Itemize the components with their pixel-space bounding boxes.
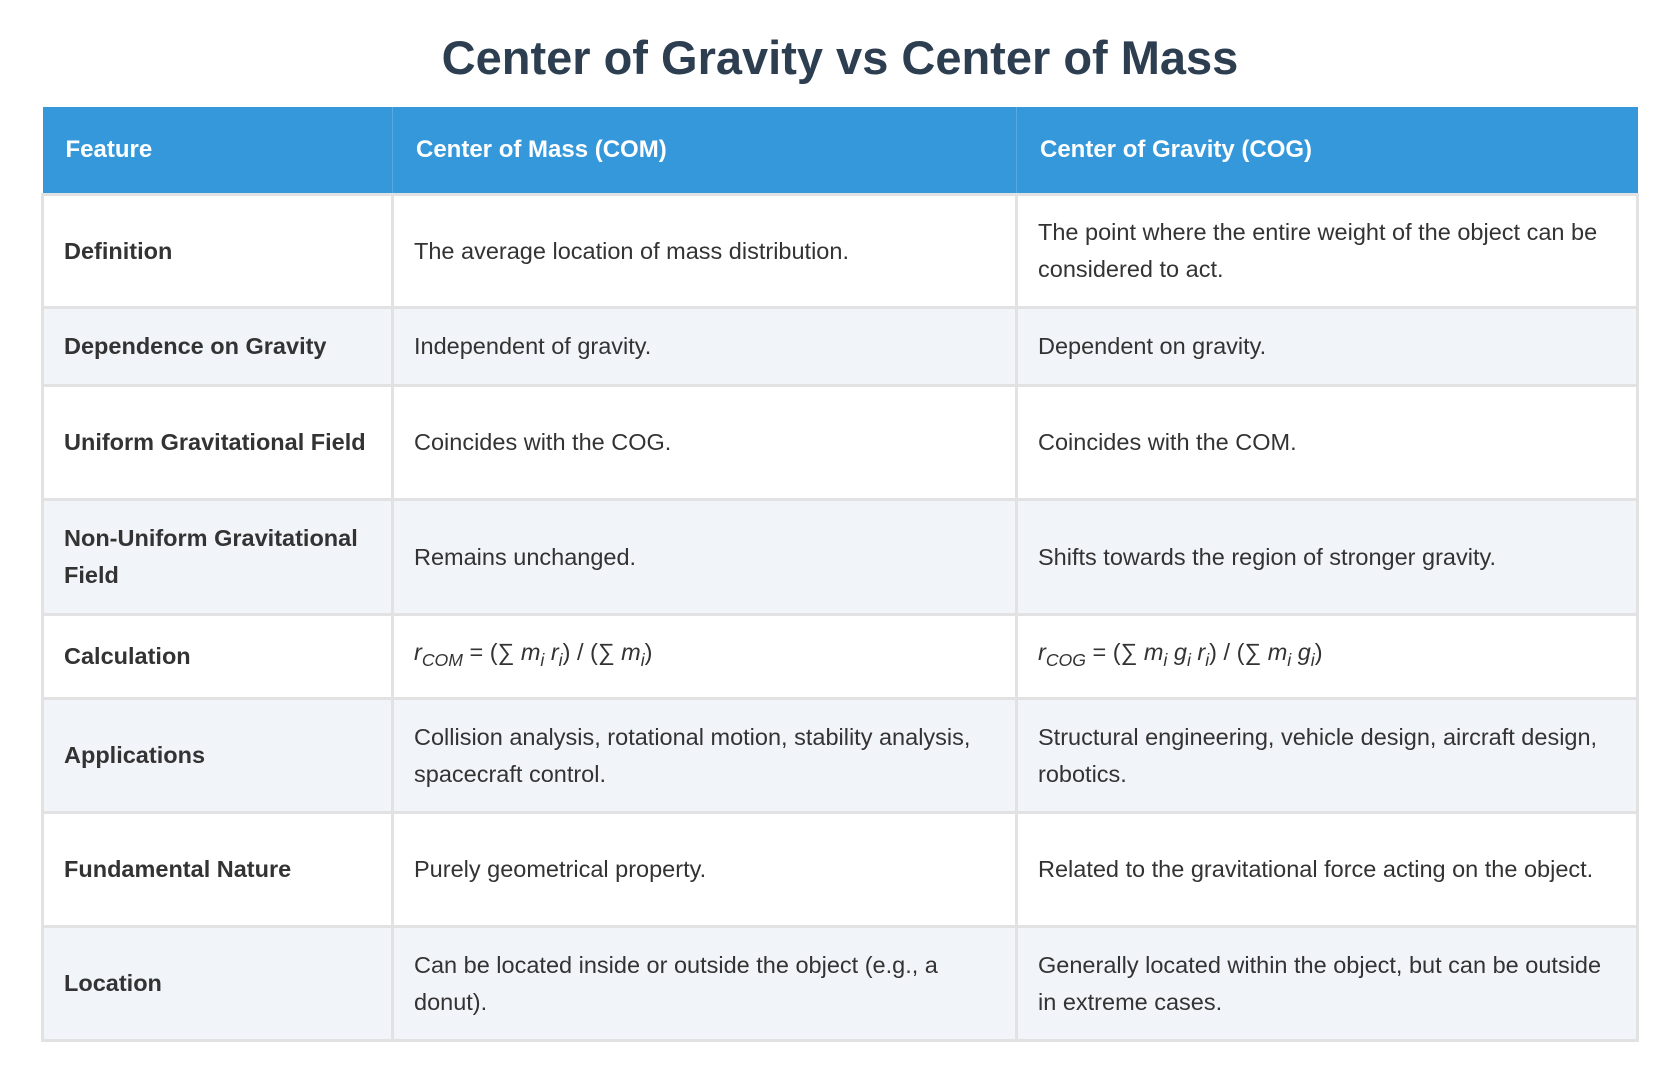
feature-cell: Applications	[41, 697, 394, 814]
page-title: Center of Gravity vs Center of Mass	[441, 31, 1239, 84]
cog-cell: Generally located within the object, but…	[1015, 925, 1639, 1042]
cog-cell: The point where the entire weight of the…	[1015, 193, 1639, 309]
table-row: Applications Collision analysis, rotation…	[41, 697, 1639, 814]
table-row: Uniform Gravitational Field Coincides wit…	[41, 384, 1639, 501]
table-header-row: Feature Center of Mass (COM) Center of G…	[42, 107, 1638, 195]
table-row: Location Can be located inside or outside…	[41, 925, 1639, 1042]
header-feature: Feature	[42, 107, 393, 195]
feature-cell: Definition	[41, 193, 394, 309]
table-row: Non-Uniform Gravitational Field Remains u…	[41, 498, 1639, 616]
cog-formula: rCOG = (∑ mi gi ri) / (∑ mi gi)	[1015, 613, 1639, 700]
com-cell: Remains unchanged.	[391, 498, 1018, 616]
table-row: Fundamental Nature Purely geometrical pro…	[41, 811, 1639, 928]
feature-cell: Calculation	[41, 613, 394, 700]
cog-cell: Structural engineering, vehicle design, …	[1015, 697, 1639, 814]
table-row: Calculation rCOM = (∑ mi ri) / (∑ mi) rC…	[41, 613, 1639, 700]
com-cell: Collision analysis, rotational motion, s…	[391, 697, 1018, 814]
table-row: Definition The average location of mass d…	[41, 193, 1639, 309]
cog-cell: Shifts towards the region of stronger gr…	[1015, 498, 1639, 616]
com-formula: rCOM = (∑ mi ri) / (∑ mi)	[391, 613, 1018, 700]
cog-cell: Dependent on gravity.	[1015, 306, 1639, 387]
com-cell: Can be located inside or outside the obj…	[391, 925, 1018, 1042]
com-cell: Coincides with the COG.	[391, 384, 1018, 501]
header-com: Center of Mass (COM)	[392, 107, 1017, 195]
com-cell: Purely geometrical property.	[391, 811, 1018, 928]
comparison-table: Feature Center of Mass (COM) Center of G…	[41, 107, 1639, 1042]
com-cell: The average location of mass distributio…	[391, 193, 1018, 309]
cog-cell: Coincides with the COM.	[1015, 384, 1639, 501]
feature-cell: Fundamental Nature	[41, 811, 394, 928]
header-cog: Center of Gravity (COG)	[1016, 107, 1638, 195]
com-cell: Independent of gravity.	[391, 306, 1018, 387]
table-row: Dependence on Gravity Independent of grav…	[41, 306, 1639, 387]
cog-cell: Related to the gravitational force actin…	[1015, 811, 1639, 928]
feature-cell: Dependence on Gravity	[41, 306, 394, 387]
feature-cell: Location	[41, 925, 394, 1042]
feature-cell: Uniform Gravitational Field	[41, 384, 394, 501]
feature-cell: Non-Uniform Gravitational Field	[41, 498, 394, 616]
